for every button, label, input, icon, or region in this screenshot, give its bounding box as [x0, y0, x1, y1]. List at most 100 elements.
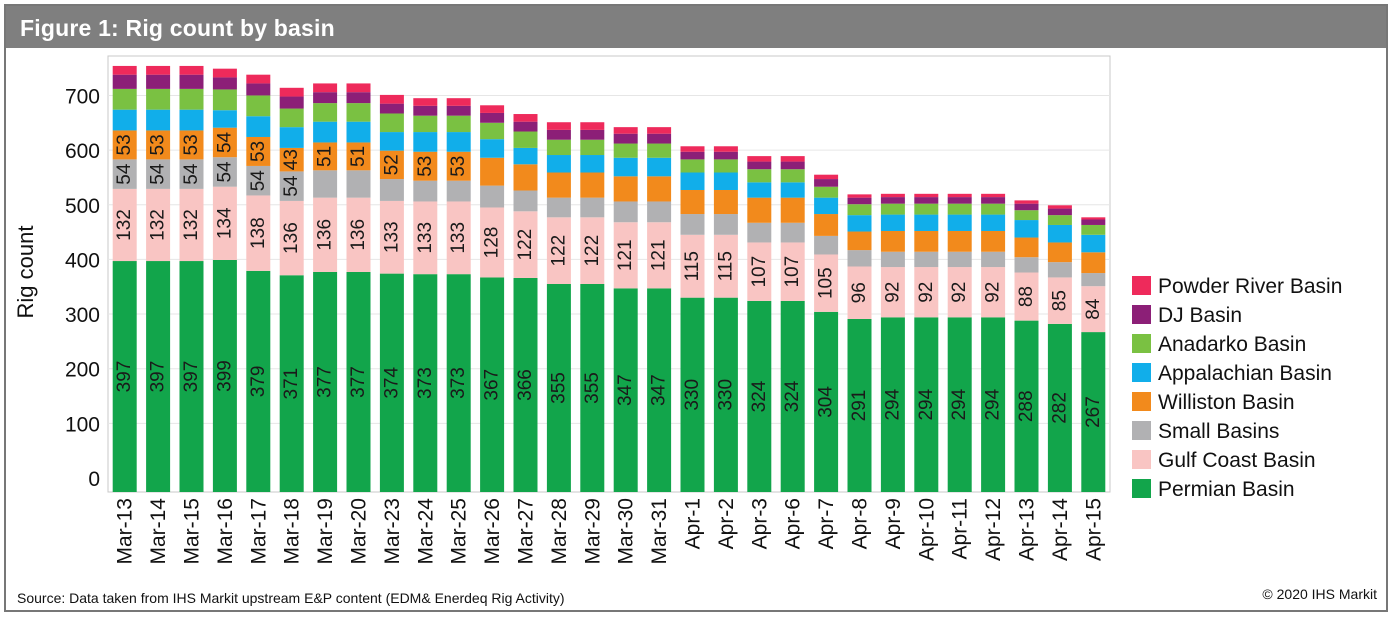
data-label: 128 — [482, 227, 503, 259]
data-label: 373 — [448, 367, 469, 399]
bar-segment — [747, 242, 772, 301]
bar-segment — [212, 157, 237, 187]
bar-segment — [1014, 320, 1039, 492]
bar-segment — [747, 161, 772, 170]
data-label: 132 — [181, 209, 202, 241]
bar-segment — [914, 197, 939, 204]
bar-segment — [313, 121, 338, 143]
data-label: 136 — [348, 219, 369, 251]
bar-segment — [179, 261, 204, 492]
data-label: 54 — [181, 163, 202, 185]
bar-segment — [880, 267, 905, 318]
bar-segment — [747, 169, 772, 183]
bar-segment — [480, 185, 505, 208]
x-tick-label: Mar-15 — [181, 498, 204, 565]
data-label: 54 — [281, 175, 302, 197]
bar-segment — [947, 214, 972, 231]
bar-segment — [1014, 272, 1039, 321]
bar-segment — [179, 188, 204, 262]
y-axis-label: Rig count — [13, 226, 38, 319]
data-label: 122 — [582, 235, 603, 267]
bar-segment — [580, 129, 605, 140]
bar-segment — [847, 250, 872, 267]
bar-segment — [981, 193, 1006, 198]
bar-segment — [847, 231, 872, 251]
bar-segment — [513, 114, 538, 122]
bar-segment — [713, 297, 738, 492]
x-tick-label: Apr-10 — [915, 498, 938, 561]
y-tick-label: 200 — [65, 359, 100, 382]
bar-segment — [947, 193, 972, 198]
bar-segment — [146, 188, 171, 262]
bar-segment — [981, 197, 1006, 204]
bar-segment — [580, 139, 605, 156]
bar-segment — [279, 96, 304, 109]
bar-segment — [1081, 217, 1106, 220]
bar-segment — [713, 159, 738, 173]
bar-segment — [981, 251, 1006, 268]
x-tick-label: Mar-31 — [648, 498, 671, 565]
data-label: 294 — [882, 388, 903, 420]
data-label: 288 — [1016, 390, 1037, 422]
data-label: 379 — [248, 366, 269, 398]
bar-segment — [513, 164, 538, 191]
bar-segment — [713, 234, 738, 298]
bar-segment — [747, 222, 772, 243]
bar-segment — [246, 116, 271, 137]
data-label: 92 — [983, 282, 1004, 303]
bar-segment — [713, 189, 738, 215]
data-label: 330 — [682, 379, 703, 411]
bar-segment — [680, 234, 705, 298]
y-tick-label: 300 — [65, 304, 100, 327]
copyright-note: © 2020 IHS Markit — [1262, 586, 1377, 602]
bar-segment — [279, 127, 304, 148]
legend-swatch — [1132, 305, 1151, 324]
x-tick-label: Mar-26 — [481, 498, 504, 565]
x-tick-label: Mar-29 — [581, 498, 604, 565]
legend-swatch — [1132, 276, 1151, 295]
data-label: 54 — [148, 163, 169, 185]
bar-segment — [613, 143, 638, 158]
bar-segment — [580, 155, 605, 173]
legend-label: Williston Basin — [1158, 391, 1295, 414]
data-label: 133 — [381, 221, 402, 253]
data-label: 53 — [181, 134, 202, 155]
x-tick-label: Mar-18 — [281, 498, 304, 565]
bar-segment — [212, 89, 237, 111]
plot-area — [107, 55, 1111, 493]
bar-segment — [179, 88, 204, 110]
bar-segment — [713, 172, 738, 190]
bar-segment — [914, 193, 939, 198]
bar-segment — [847, 318, 872, 492]
bar-segment — [713, 214, 738, 235]
bar-segment — [647, 143, 672, 158]
bar-segment — [246, 165, 271, 196]
bar-segment — [1081, 273, 1106, 287]
bar-segment — [780, 222, 805, 243]
bar-segment — [914, 230, 939, 252]
bar-segment — [480, 207, 505, 278]
bar-segment — [212, 186, 237, 260]
bar-segment — [379, 150, 404, 180]
bar-segment — [1014, 220, 1039, 238]
x-tick-label: Apr-6 — [782, 498, 805, 549]
bar-segment — [480, 105, 505, 113]
bar-segment — [880, 214, 905, 231]
x-tick-label: Apr-11 — [949, 498, 972, 559]
bar-segment — [446, 105, 471, 116]
data-label: 347 — [615, 374, 636, 406]
data-label: 121 — [649, 239, 670, 271]
bar-segment — [1014, 257, 1039, 273]
bar-segment — [346, 121, 371, 143]
bar-segment — [647, 222, 672, 289]
bar-segment — [780, 161, 805, 170]
bar-segment — [1047, 242, 1072, 263]
bar-segment — [613, 133, 638, 144]
bar-segment — [613, 127, 638, 134]
bar-segment — [212, 259, 237, 492]
bar-segment — [580, 122, 605, 130]
bar-segment — [246, 74, 271, 84]
bar-segment — [647, 201, 672, 223]
bar-segment — [780, 182, 805, 198]
